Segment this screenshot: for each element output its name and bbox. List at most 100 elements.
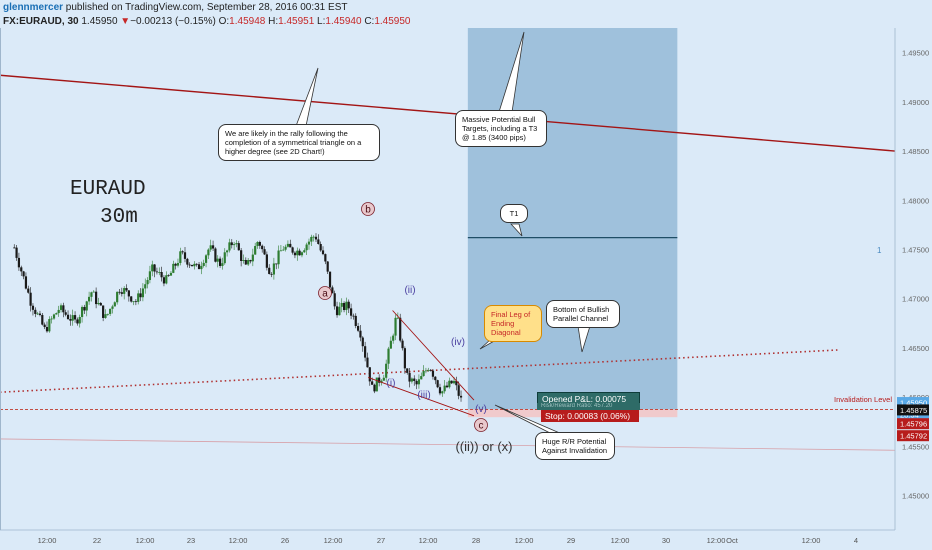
candle-body — [347, 301, 350, 309]
opened-pl-text: Opened P&L: 0.00075 — [542, 394, 627, 404]
candle-body — [375, 377, 378, 392]
candle-body — [160, 272, 163, 278]
candle-body — [223, 252, 226, 264]
candle-body — [261, 245, 264, 250]
price-badge[interactable] — [897, 418, 929, 430]
candle-body — [134, 301, 137, 303]
callout-huge-rr[interactable]: Huge R/R Potential Against Invalidation — [535, 432, 615, 460]
candle-body — [359, 330, 362, 338]
price-tick-label: 1.48000 — [902, 196, 929, 205]
diagonal-lower-line[interactable] — [368, 377, 475, 417]
diagonal-upper-line[interactable] — [392, 310, 475, 401]
price-tick-label: 1.47000 — [902, 295, 929, 304]
candle-body — [357, 325, 360, 331]
author-name[interactable]: glennmercer — [3, 2, 64, 13]
candle-body — [235, 243, 238, 245]
candle-body — [102, 305, 105, 318]
price-tick-label: 1.45500 — [902, 442, 929, 451]
candle-body — [73, 315, 77, 320]
time-axis[interactable] — [0, 530, 895, 550]
candle-body — [307, 241, 311, 245]
candle-body — [99, 302, 102, 306]
candle-body — [396, 317, 399, 319]
ratio-text: Risk/Reward Ratio: 457.20 — [541, 403, 613, 409]
candle-body — [218, 258, 222, 266]
candle-body — [38, 313, 42, 316]
candle-body — [64, 312, 67, 315]
candle-body — [162, 277, 166, 284]
lower-support-line[interactable] — [0, 438, 896, 451]
candle-body — [254, 246, 257, 255]
price-change: −0.00213 (−0.15%) — [130, 16, 216, 27]
candle-body — [361, 337, 364, 347]
hidden-ratio-row: Risk/Reward Ratio: 457.20 — [537, 403, 640, 410]
candle-body — [228, 242, 231, 251]
price-badge[interactable] — [897, 397, 929, 409]
chart-title-symbol: EURAUD — [70, 178, 146, 201]
candle-body — [155, 271, 159, 273]
callout-t1[interactable]: T1 — [500, 204, 528, 223]
candle-body — [305, 244, 308, 251]
price-tick-label: 1.46500 — [902, 344, 929, 353]
candle-body — [268, 267, 271, 274]
callout-symmetrical[interactable]: We are likely in the rally following the… — [218, 124, 380, 161]
candle-body — [312, 236, 315, 238]
candle-body — [34, 309, 37, 314]
candle-body — [226, 250, 229, 253]
candle-body — [349, 308, 353, 316]
candle-body — [95, 291, 98, 305]
stop-text: Stop: 0.00083 (0.06%) — [545, 411, 631, 421]
price-badge[interactable] — [897, 404, 929, 416]
candle-body — [242, 260, 245, 261]
candle-body — [378, 377, 381, 383]
candle-body — [335, 306, 339, 316]
candle-body — [300, 252, 304, 256]
candle-body — [408, 372, 411, 382]
callout-bottom-channel[interactable]: Bottom of Bullish Parallel Channel — [546, 300, 620, 328]
candle-body — [265, 254, 268, 268]
candle-body — [151, 264, 154, 272]
candle-body — [15, 247, 18, 258]
candle-body — [385, 363, 388, 378]
candle-body — [326, 261, 329, 272]
candle-body — [130, 296, 133, 302]
candle-body — [202, 262, 205, 266]
candle-body — [338, 306, 341, 316]
callout-final-leg[interactable]: Final Leg of Ending Diagonal — [484, 305, 542, 342]
candle-body — [167, 275, 170, 277]
candle-body — [272, 263, 275, 275]
candle-body — [275, 263, 278, 265]
candle-body — [169, 272, 173, 276]
candle-body — [144, 284, 147, 289]
candle-body — [244, 260, 247, 265]
candle-body — [328, 271, 332, 288]
trend-line[interactable] — [0, 74, 896, 152]
price-axis[interactable] — [895, 28, 932, 550]
candle-body — [31, 305, 35, 310]
candle-body — [459, 395, 463, 398]
candle-body — [333, 293, 336, 307]
candle-body — [90, 292, 93, 297]
price-badge-label: 1.45792 — [900, 432, 927, 441]
candle-body — [298, 250, 301, 256]
callout-massive-targets[interactable]: Massive Potential Bull Targets, includin… — [455, 110, 547, 147]
candle-body — [97, 302, 100, 305]
channel-line[interactable] — [0, 349, 841, 393]
candle-body — [258, 241, 261, 246]
candle-body — [450, 380, 453, 384]
target-zone[interactable] — [467, 28, 678, 410]
wave-label-b-circle — [361, 202, 375, 216]
candle-body — [214, 248, 217, 262]
candle-body — [221, 263, 224, 266]
candle-body — [17, 257, 21, 268]
candle-body — [247, 260, 250, 265]
stop-box[interactable]: Stop: 0.00083 (0.06%) — [541, 410, 639, 422]
candle-body — [324, 254, 327, 262]
candle-body — [111, 306, 114, 309]
candle-body — [204, 255, 208, 263]
candle-body — [382, 377, 385, 381]
candle-body — [43, 324, 46, 328]
price-badge[interactable] — [897, 430, 929, 442]
